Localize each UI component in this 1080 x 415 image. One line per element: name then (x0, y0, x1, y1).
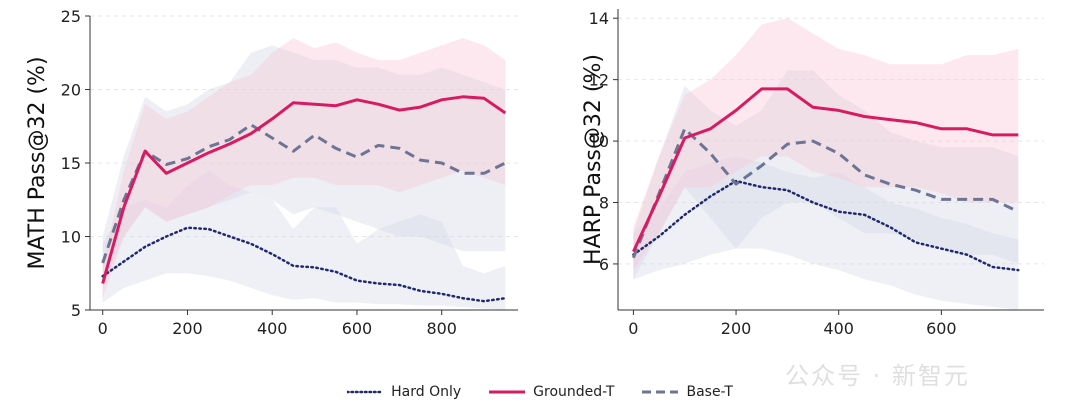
legend-item-hard-only: Hard Only (347, 384, 461, 400)
band-grounded-t (633, 18, 1019, 271)
series-line-base-t (101, 123, 506, 264)
legend: Hard Only Grounded-T Base-T (0, 380, 1080, 404)
x-tick-label: 400 (257, 319, 288, 338)
y-tick-label: 8 (599, 194, 609, 213)
series-line-hard-only (632, 179, 1020, 272)
y-axis-label: MATH Pass@32 (%) (25, 56, 50, 269)
legend-label: Base-T (686, 384, 733, 400)
y-tick-label: 14 (589, 9, 609, 28)
watermark: 公众号 · 新智元 (785, 362, 970, 390)
x-tick-label: 200 (172, 319, 203, 338)
y-tick-label: 10 (589, 132, 609, 151)
legend-swatch-grounded-t (489, 390, 526, 394)
x-tick-label: 400 (823, 319, 854, 338)
x-tick-label: 0 (628, 319, 638, 338)
legend-swatch-base-t (642, 390, 679, 394)
legend-item-base-t: Base-T (642, 384, 733, 400)
harp-panel: 6 8 10 12 14 0 200 400 600 HARP Pass@32 (%) (581, 9, 1044, 338)
legend-label: Grounded-T (533, 384, 615, 400)
math-panel: 5 10 15 20 25 0 200 400 600 800 MATH Pass@32 (%) (25, 7, 518, 338)
y-axis-label: HARP Pass@32 (%) (581, 54, 606, 265)
series-line-grounded-t (632, 87, 1019, 253)
band-hard-only (102, 170, 506, 310)
band-grounded-t (102, 38, 506, 299)
y-tick-label: 5 (71, 301, 81, 320)
legend-label: Hard Only (391, 384, 462, 400)
y-tick-label: 6 (599, 255, 609, 274)
legend-swatch-hard-only (347, 390, 384, 394)
x-tick-label: 0 (98, 319, 108, 338)
band-hard-only (633, 156, 1019, 310)
x-tick-label: 600 (342, 319, 373, 338)
y-tick-label: 20 (61, 81, 81, 100)
x-tick-label: 200 (721, 319, 752, 338)
y-tick-label: 10 (61, 228, 81, 247)
y-tick-label: 15 (61, 154, 81, 173)
band-base-t (102, 45, 506, 288)
x-tick-label: 600 (926, 319, 957, 338)
y-tick-label: 12 (589, 71, 609, 90)
series-line-hard-only (101, 226, 507, 303)
band-base-t (633, 70, 1019, 280)
series-line-grounded-t (101, 95, 507, 284)
legend-item-grounded-t: Grounded-T (489, 384, 614, 400)
x-tick-label: 800 (426, 319, 457, 338)
y-tick-label: 25 (61, 7, 81, 26)
